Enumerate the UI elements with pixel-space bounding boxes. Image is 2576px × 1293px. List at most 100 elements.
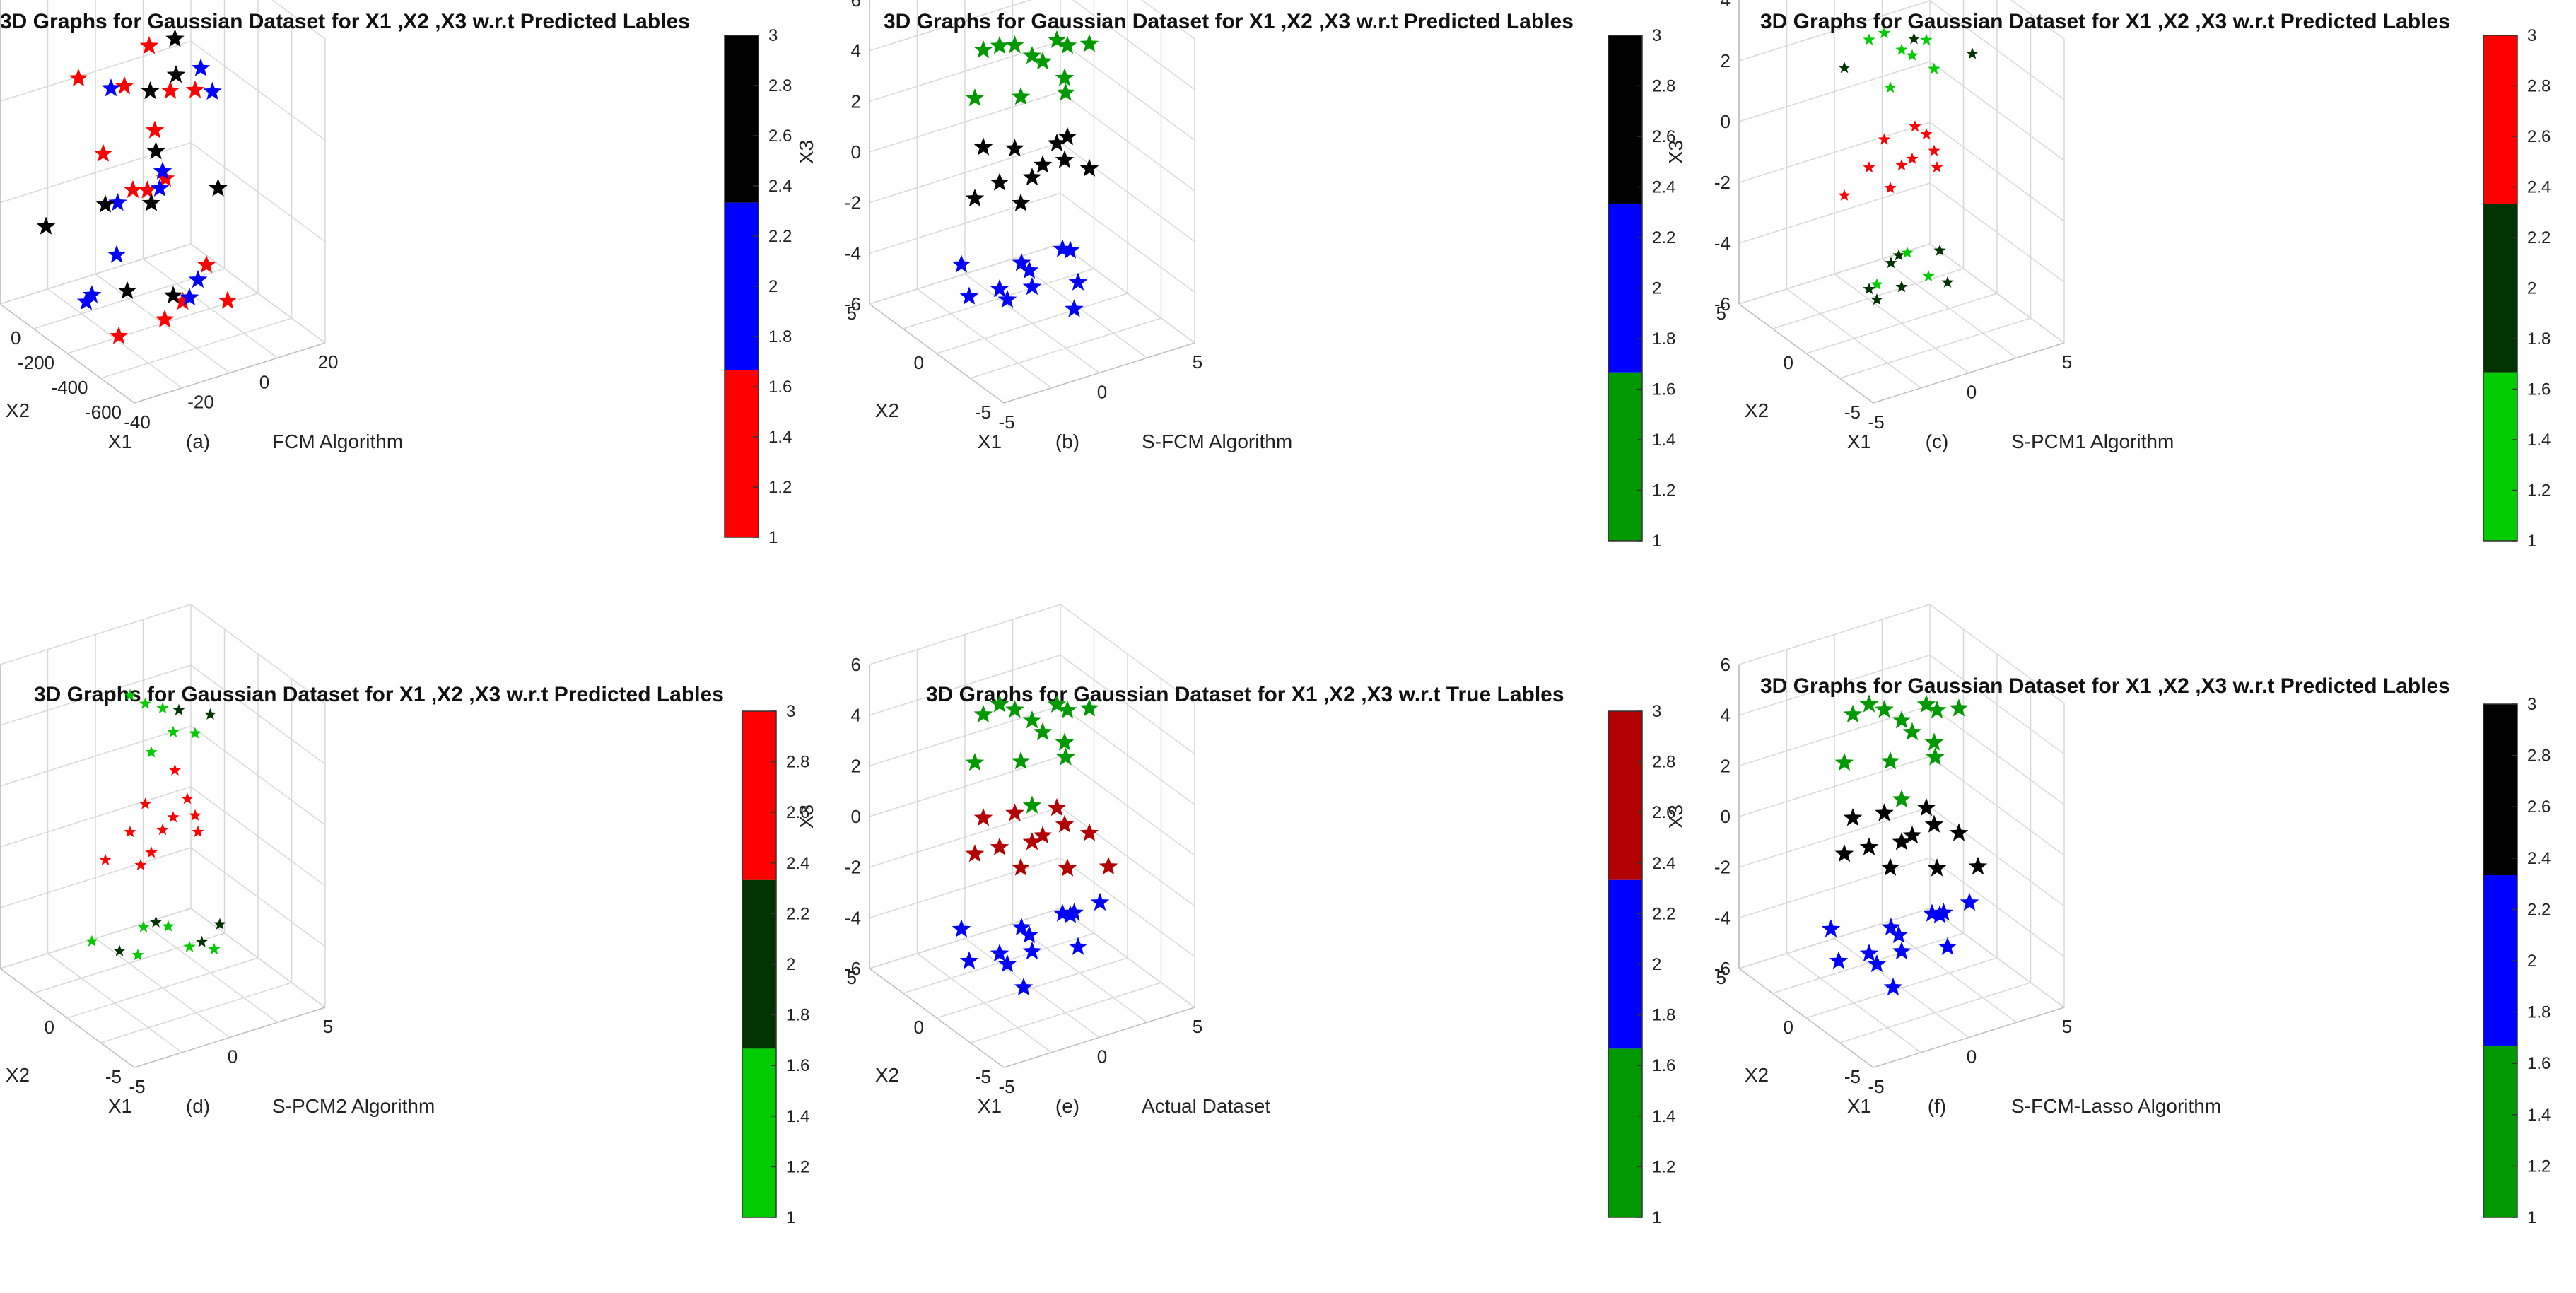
y-tick-label: 5 xyxy=(847,967,857,988)
colorbar-tick-label: 2 xyxy=(768,277,778,296)
data-point-label-2 xyxy=(952,254,971,273)
data-point-label-2 xyxy=(1053,239,1072,257)
colorbar-tick-label: 1 xyxy=(1652,532,1661,551)
colorbar-tick-label: 2.2 xyxy=(2527,228,2551,247)
data-point-label-2 xyxy=(1090,892,1110,911)
z-tick-label: 4 xyxy=(1721,705,1731,726)
data-point-label-1 xyxy=(1895,43,1908,55)
x-axis-label: X1 xyxy=(978,431,1002,452)
z-gridline xyxy=(869,908,1195,1008)
data-point-label-2 xyxy=(149,915,163,928)
colorbar-tick-label: 1.4 xyxy=(1652,431,1675,450)
data-point-label-2 xyxy=(108,192,127,211)
colorbar: 1 1.2 1.4 1.6 1.8 2 2.2 2.4 2.6 2.8 3 xyxy=(724,26,792,547)
x-tick-label: -5 xyxy=(998,1076,1014,1097)
z-tick-label: 0 xyxy=(1721,806,1731,827)
colorbar-tick-label: 2.2 xyxy=(1652,228,1675,247)
data-point-label-3 xyxy=(1033,155,1053,173)
data-point-label-3 xyxy=(139,797,152,809)
colorbar-tick-label: 2.8 xyxy=(2527,747,2551,766)
z-tick-label: 2 xyxy=(1721,755,1731,776)
data-point-label-3 xyxy=(36,216,56,235)
colorbar-tick-label: 1.6 xyxy=(1652,380,1675,399)
data-point-label-1 xyxy=(1928,62,1940,74)
data-point-label-3 xyxy=(973,808,993,826)
colorbar-tick-label: 3 xyxy=(768,26,778,45)
colorbar-tick-label: 1 xyxy=(786,1208,795,1227)
data-point-label-1 xyxy=(1916,694,1936,713)
colorbar-tick-label: 1.2 xyxy=(768,478,792,497)
data-point-label-3 xyxy=(1902,826,1922,844)
colorbar-segment xyxy=(2483,35,2517,204)
data-point-label-2 xyxy=(1881,918,1901,936)
data-point-label-3 xyxy=(181,792,194,805)
data-point-label-1 xyxy=(1055,732,1075,751)
x-tick-label: 5 xyxy=(1193,351,1202,373)
data-point-label-3 xyxy=(1916,797,1936,817)
data-point-label-3 xyxy=(1011,193,1031,211)
z-tick-label: -6 xyxy=(845,958,861,979)
colorbar-tick-label: 2.2 xyxy=(768,227,792,246)
y-tick-label: -200 xyxy=(18,352,54,373)
data-point-label-1 xyxy=(156,701,169,714)
y-axis-label: X2 xyxy=(6,399,30,421)
data-points xyxy=(1838,26,1979,305)
y-tick-label: 5 xyxy=(847,303,857,324)
data-point-label-1 xyxy=(167,725,180,737)
data-point-label-3 xyxy=(1909,120,1921,132)
colorbar-tick-label: 1.4 xyxy=(786,1107,809,1126)
y-axis-label: X2 xyxy=(6,1064,30,1086)
data-point-label-2 xyxy=(952,919,971,937)
z-gridline xyxy=(869,806,1195,907)
data-point-label-1 xyxy=(1047,694,1067,713)
data-point-label-1 xyxy=(1906,49,1919,61)
data-point-label-1 xyxy=(208,942,221,955)
data-point-label-1 xyxy=(145,746,158,758)
data-point-label-3 xyxy=(1079,158,1099,177)
z-axis-label: X3 xyxy=(1665,140,1687,164)
data-point-label-2 xyxy=(204,708,217,720)
colorbar-segment xyxy=(2483,704,2517,875)
colorbar-tick-label: 2.6 xyxy=(1652,127,1675,146)
data-point-label-1 xyxy=(1927,700,1947,719)
colorbar-tick-label: 2.6 xyxy=(2527,797,2551,817)
data-point-label-1 xyxy=(155,310,175,328)
z-gridline xyxy=(1738,61,2065,161)
data-point-label-1 xyxy=(1056,747,1075,766)
colorbar-tick-label: 2.4 xyxy=(1652,178,1675,197)
colorbar-tick-label: 1 xyxy=(1652,1208,1661,1227)
z-gridline xyxy=(1738,182,2065,283)
panel-caption: S-PCM2 Algorithm xyxy=(272,1095,435,1117)
colorbar-segment xyxy=(1608,1048,1642,1217)
data-point-label-1 xyxy=(1055,68,1075,86)
data-point-label-3 xyxy=(1834,844,1854,862)
data-point-label-1 xyxy=(1058,35,1077,54)
z-gridline xyxy=(0,908,326,1008)
z-gridline xyxy=(0,665,326,765)
colorbar-tick-label: 2.2 xyxy=(2527,900,2551,919)
colorbar-segment xyxy=(2483,372,2517,541)
data-point-label-2 xyxy=(1065,903,1084,921)
data-point-label-3 xyxy=(1058,858,1077,877)
data-point-label-1 xyxy=(990,694,1009,713)
colorbar-tick-label: 2.8 xyxy=(2527,77,2551,96)
data-point-label-1 xyxy=(1924,732,1944,751)
z-tick-label: -2 xyxy=(845,192,861,213)
x-tick-label: 0 xyxy=(1097,1046,1107,1067)
y-tick-label: 0 xyxy=(1784,1017,1793,1038)
colorbar-tick-label: 2.6 xyxy=(2527,127,2551,146)
z-tick-label: -4 xyxy=(1714,233,1731,254)
data-point-label-3 xyxy=(192,825,204,837)
colorbar-tick-label: 1 xyxy=(768,528,778,547)
colorbar-segment xyxy=(742,1048,776,1217)
data-point-label-1 xyxy=(185,80,205,98)
z-tick-label: -2 xyxy=(845,857,861,878)
grid-lines xyxy=(869,0,1195,404)
data-point-label-3 xyxy=(145,846,158,858)
floor-gridline xyxy=(1012,923,1147,1023)
z-tick-label: -4 xyxy=(845,907,861,928)
z-gridline xyxy=(869,141,1195,242)
x-tick-label: -40 xyxy=(124,411,151,433)
data-point-label-3 xyxy=(146,141,165,160)
